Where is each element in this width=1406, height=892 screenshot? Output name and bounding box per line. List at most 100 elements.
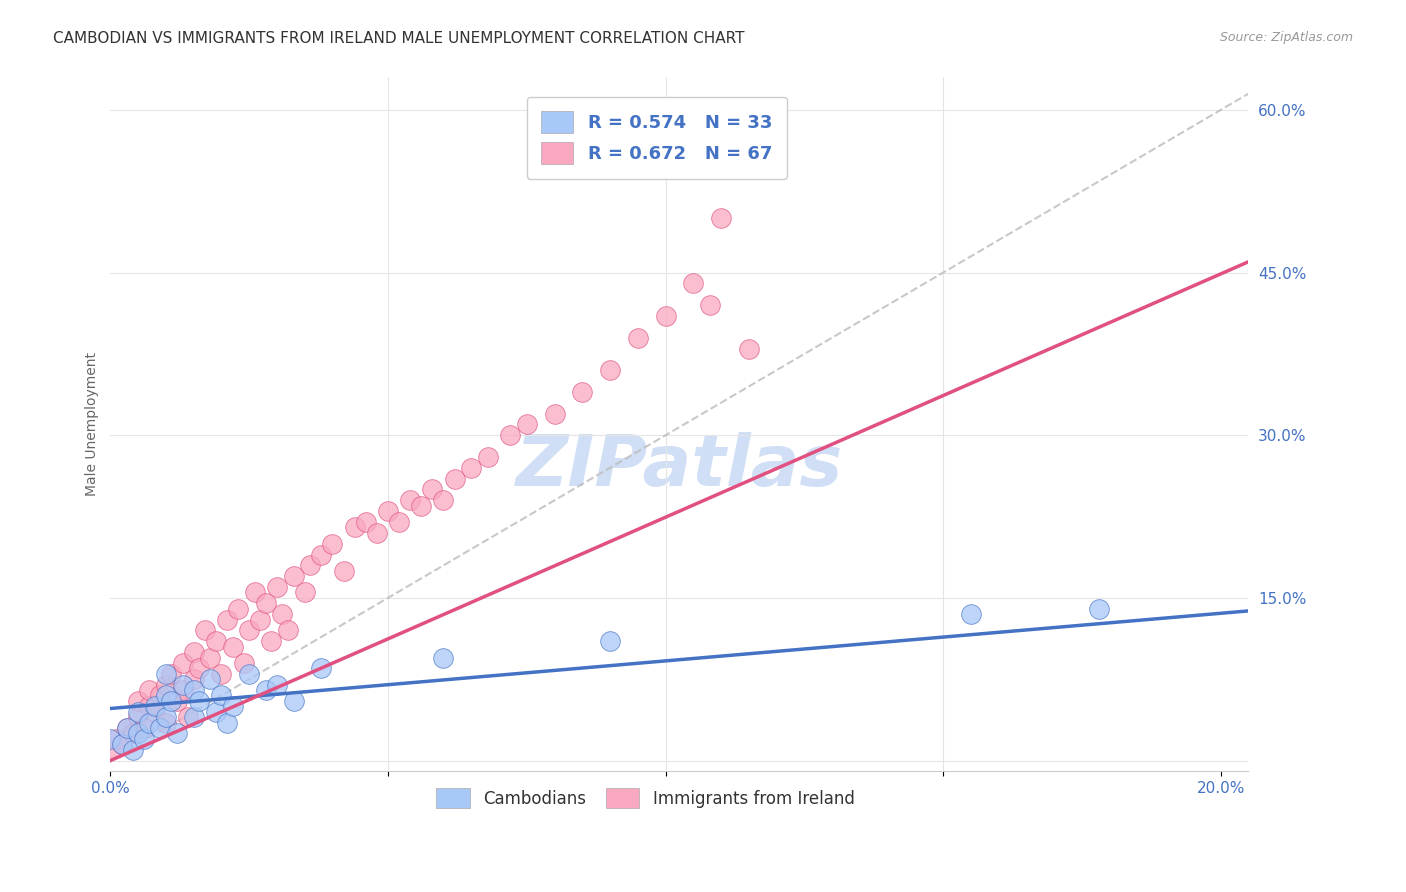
Point bbox=[354, 515, 377, 529]
Point bbox=[183, 683, 205, 698]
Point bbox=[138, 683, 160, 698]
Point bbox=[100, 731, 122, 746]
Point bbox=[238, 666, 260, 681]
Point bbox=[155, 666, 177, 681]
Point bbox=[388, 515, 411, 529]
Point bbox=[200, 650, 222, 665]
Point bbox=[283, 694, 305, 708]
Point bbox=[172, 656, 194, 670]
Point bbox=[260, 634, 283, 648]
Point bbox=[155, 710, 177, 724]
Legend: Cambodians, Immigrants from Ireland: Cambodians, Immigrants from Ireland bbox=[429, 781, 860, 815]
Text: Source: ZipAtlas.com: Source: ZipAtlas.com bbox=[1219, 31, 1353, 45]
Point bbox=[377, 504, 399, 518]
Point bbox=[321, 537, 343, 551]
Point bbox=[160, 694, 183, 708]
Point bbox=[110, 737, 132, 751]
Point bbox=[399, 493, 422, 508]
Point bbox=[138, 715, 160, 730]
Point bbox=[155, 715, 177, 730]
Point bbox=[311, 661, 333, 675]
Point bbox=[143, 699, 166, 714]
Point bbox=[243, 585, 266, 599]
Point bbox=[149, 689, 172, 703]
Text: ZIPatlas: ZIPatlas bbox=[516, 432, 844, 500]
Point bbox=[294, 585, 316, 599]
Point bbox=[127, 726, 149, 740]
Point bbox=[166, 726, 188, 740]
Point bbox=[477, 450, 499, 464]
Point bbox=[366, 525, 388, 540]
Point bbox=[155, 689, 177, 703]
Point bbox=[238, 624, 260, 638]
Point bbox=[332, 564, 354, 578]
Point bbox=[249, 613, 271, 627]
Point bbox=[127, 705, 149, 719]
Point bbox=[654, 309, 676, 323]
Point bbox=[132, 731, 155, 746]
Point bbox=[599, 634, 621, 648]
Point bbox=[200, 672, 222, 686]
Point bbox=[266, 678, 288, 692]
Point bbox=[271, 607, 294, 622]
Point bbox=[115, 721, 138, 735]
Point bbox=[343, 520, 366, 534]
Point bbox=[411, 499, 433, 513]
Point bbox=[132, 721, 155, 735]
Point bbox=[221, 699, 243, 714]
Point bbox=[155, 678, 177, 692]
Point bbox=[1087, 601, 1109, 615]
Point bbox=[599, 363, 621, 377]
Point bbox=[682, 277, 704, 291]
Point bbox=[266, 580, 288, 594]
Point bbox=[627, 331, 650, 345]
Point bbox=[960, 607, 983, 622]
Point bbox=[215, 715, 238, 730]
Point bbox=[699, 298, 721, 312]
Point bbox=[172, 678, 194, 692]
Point bbox=[110, 737, 132, 751]
Point bbox=[221, 640, 243, 654]
Point bbox=[104, 731, 127, 746]
Point bbox=[277, 624, 299, 638]
Point bbox=[160, 666, 183, 681]
Point bbox=[100, 742, 122, 756]
Point bbox=[254, 596, 277, 610]
Point bbox=[172, 683, 194, 698]
Point bbox=[138, 699, 160, 714]
Point bbox=[422, 483, 444, 497]
Point bbox=[115, 721, 138, 735]
Point bbox=[183, 645, 205, 659]
Point bbox=[194, 624, 217, 638]
Y-axis label: Male Unemployment: Male Unemployment bbox=[86, 352, 100, 497]
Point bbox=[183, 672, 205, 686]
Point bbox=[571, 384, 593, 399]
Point bbox=[543, 407, 565, 421]
Point bbox=[215, 613, 238, 627]
Point bbox=[499, 428, 522, 442]
Point bbox=[121, 742, 143, 756]
Point bbox=[311, 548, 333, 562]
Point bbox=[205, 705, 228, 719]
Point bbox=[209, 689, 232, 703]
Point bbox=[209, 666, 232, 681]
Point bbox=[149, 721, 172, 735]
Point bbox=[232, 656, 254, 670]
Point bbox=[460, 460, 482, 475]
Point bbox=[738, 342, 761, 356]
Point bbox=[443, 472, 465, 486]
Point bbox=[226, 601, 249, 615]
Text: CAMBODIAN VS IMMIGRANTS FROM IRELAND MALE UNEMPLOYMENT CORRELATION CHART: CAMBODIAN VS IMMIGRANTS FROM IRELAND MAL… bbox=[53, 31, 745, 46]
Point bbox=[127, 694, 149, 708]
Point bbox=[183, 710, 205, 724]
Point bbox=[432, 493, 454, 508]
Point bbox=[283, 569, 305, 583]
Point bbox=[299, 558, 322, 573]
Point bbox=[188, 694, 211, 708]
Point bbox=[143, 705, 166, 719]
Point bbox=[127, 710, 149, 724]
Point bbox=[432, 650, 454, 665]
Point bbox=[254, 683, 277, 698]
Point bbox=[205, 634, 228, 648]
Point bbox=[166, 694, 188, 708]
